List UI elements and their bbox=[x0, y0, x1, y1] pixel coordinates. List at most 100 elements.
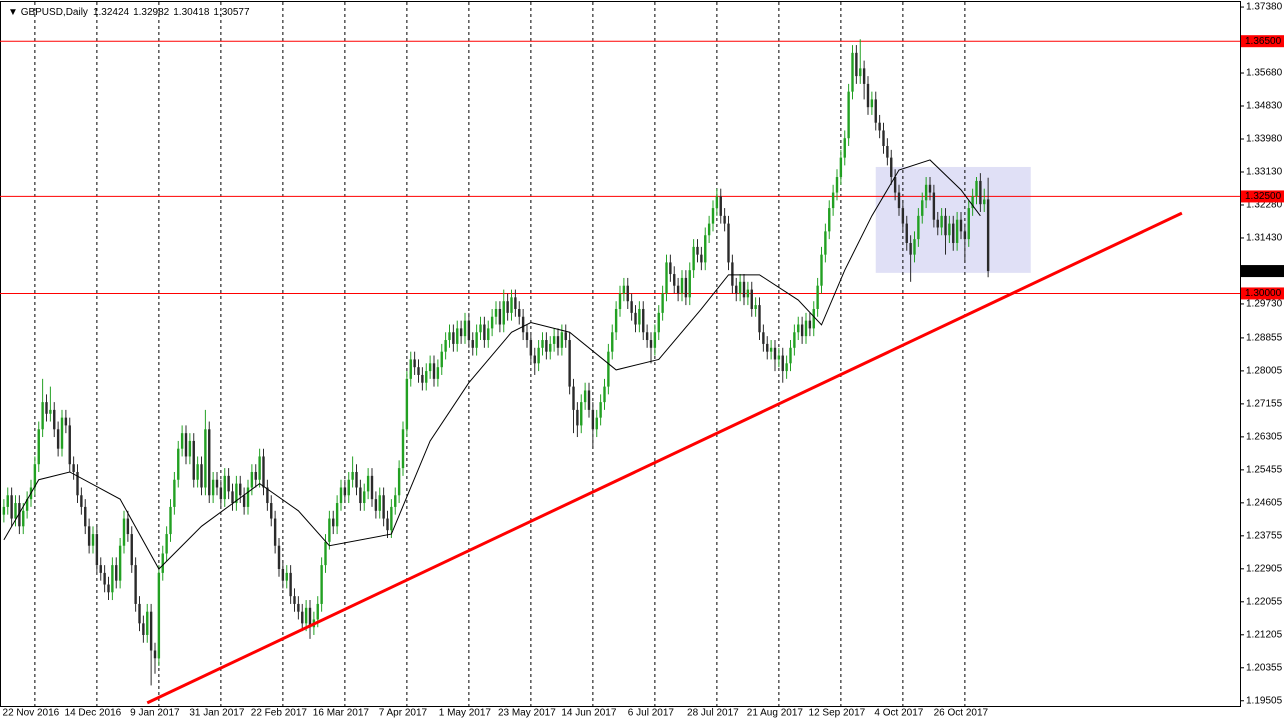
candle-body bbox=[122, 518, 126, 546]
candle-body bbox=[696, 246, 699, 255]
candle-body bbox=[490, 316, 494, 329]
candle-body bbox=[607, 351, 610, 387]
candle-body bbox=[680, 277, 684, 294]
candle-body bbox=[541, 340, 544, 348]
candle-body bbox=[37, 429, 40, 465]
candle-body bbox=[618, 293, 622, 309]
candle-body bbox=[781, 355, 784, 372]
candle-body bbox=[626, 285, 629, 302]
candle-body bbox=[161, 553, 164, 573]
candle-body bbox=[242, 495, 246, 507]
candle-body bbox=[831, 192, 835, 209]
y-tick-label: 1.22905 bbox=[1246, 563, 1283, 574]
open-value: 1.32424 bbox=[93, 7, 130, 18]
candle-body bbox=[308, 607, 312, 628]
candle-body bbox=[297, 603, 300, 612]
candle-body bbox=[893, 177, 897, 193]
candle-body bbox=[839, 157, 843, 178]
candle-body bbox=[99, 565, 102, 573]
candle-body bbox=[184, 433, 188, 457]
candle-body bbox=[95, 534, 99, 566]
moving-average bbox=[3, 159, 981, 570]
close-value: 1.30577 bbox=[213, 7, 250, 18]
candle-body bbox=[33, 464, 37, 488]
candle-body bbox=[60, 417, 64, 449]
header-arrow: ▼ bbox=[8, 7, 21, 18]
candle-body bbox=[521, 316, 525, 333]
candle-body bbox=[111, 565, 114, 593]
candle-body bbox=[134, 565, 137, 604]
candle-body bbox=[901, 208, 905, 224]
candle-body bbox=[812, 308, 815, 329]
candle-body bbox=[614, 308, 618, 333]
candle-body bbox=[227, 475, 230, 492]
candle-body bbox=[246, 487, 250, 507]
candle-body bbox=[316, 603, 319, 620]
candle-body bbox=[149, 611, 153, 651]
candle-body bbox=[2, 506, 6, 515]
candle-body bbox=[975, 180, 978, 197]
x-tick-label: 14 Jun 2017 bbox=[561, 708, 616, 719]
candle-body bbox=[983, 199, 986, 205]
y-tick-label: 1.20355 bbox=[1246, 662, 1283, 673]
candle-body bbox=[979, 180, 982, 205]
candle-body bbox=[324, 541, 327, 566]
candle-body bbox=[556, 336, 560, 348]
level-label: 1.36500 bbox=[1245, 36, 1282, 47]
candle-body bbox=[820, 254, 823, 286]
candle-body bbox=[564, 332, 567, 341]
x-tick-label: 1 May 2017 bbox=[439, 708, 492, 719]
candle-body bbox=[723, 215, 726, 224]
candle-body bbox=[777, 355, 781, 360]
candle-body bbox=[397, 468, 401, 496]
candle-body bbox=[719, 196, 722, 216]
candle-body bbox=[448, 332, 451, 341]
candle-body bbox=[754, 305, 757, 309]
candle-body bbox=[746, 289, 750, 298]
level-label-box bbox=[1241, 190, 1284, 203]
candle-body bbox=[773, 347, 777, 360]
candle-body bbox=[169, 506, 172, 535]
level-label-box bbox=[1241, 287, 1284, 300]
candle-body bbox=[731, 262, 734, 286]
candle-body bbox=[847, 91, 850, 139]
candle-body bbox=[510, 297, 513, 313]
candle-body bbox=[580, 402, 583, 426]
candle-body bbox=[804, 320, 808, 337]
candle-body bbox=[518, 308, 521, 317]
candle-body bbox=[684, 277, 688, 298]
candle-body bbox=[828, 208, 831, 232]
candle-body bbox=[870, 99, 874, 108]
candle-body bbox=[897, 192, 901, 209]
candle-body bbox=[603, 386, 606, 403]
candle-body bbox=[549, 343, 552, 352]
candle-body bbox=[533, 355, 536, 364]
candle-body bbox=[270, 503, 273, 519]
candle-body bbox=[76, 471, 79, 496]
candle-body bbox=[328, 518, 331, 542]
y-tick-label: 1.26305 bbox=[1246, 431, 1283, 442]
y-tick-label: 1.37380 bbox=[1246, 2, 1283, 13]
candle-body bbox=[506, 301, 509, 313]
candle-body bbox=[138, 603, 141, 624]
candle-body bbox=[115, 565, 118, 581]
candle-body bbox=[514, 297, 517, 309]
candle-body bbox=[936, 219, 939, 228]
candle-body bbox=[444, 340, 447, 352]
candle-body bbox=[343, 487, 347, 496]
level-label: 1.32500 bbox=[1245, 191, 1282, 202]
candle-body bbox=[53, 409, 56, 430]
candle-body bbox=[673, 274, 676, 286]
candle-body bbox=[386, 518, 389, 531]
candle-body bbox=[258, 456, 261, 480]
candle-body bbox=[301, 611, 304, 624]
y-tick-label: 1.23755 bbox=[1246, 530, 1283, 541]
x-tick-label: 4 Oct 2017 bbox=[874, 708, 923, 719]
candle-body bbox=[413, 359, 416, 368]
candle-body bbox=[180, 433, 184, 449]
candle-body bbox=[351, 471, 354, 480]
candle-body bbox=[436, 367, 440, 379]
x-tick-label: 21 Aug 2017 bbox=[747, 708, 804, 719]
y-tick-label: 1.27155 bbox=[1246, 399, 1283, 410]
